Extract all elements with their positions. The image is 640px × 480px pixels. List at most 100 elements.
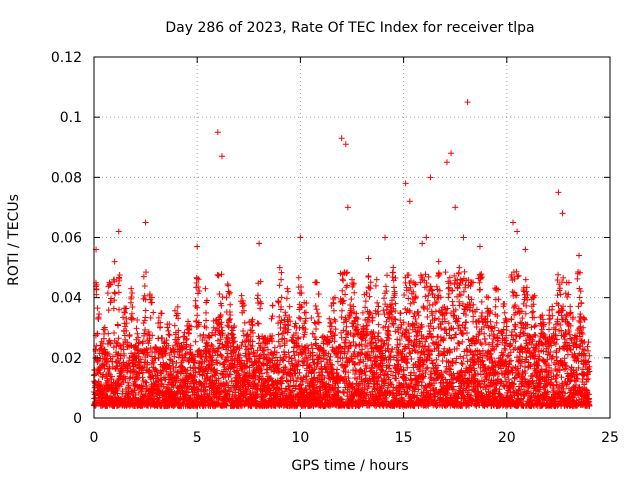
data-point xyxy=(183,341,190,348)
data-point xyxy=(197,332,204,339)
data-point xyxy=(141,363,148,370)
data-point xyxy=(296,369,303,376)
data-point xyxy=(185,376,192,383)
data-point xyxy=(315,313,322,320)
data-point xyxy=(364,389,371,396)
data-point xyxy=(367,357,374,364)
data-point xyxy=(338,135,345,142)
data-point xyxy=(481,335,488,342)
data-point xyxy=(140,273,147,280)
data-point xyxy=(349,381,356,388)
data-point xyxy=(406,198,413,205)
data-point xyxy=(203,324,210,331)
data-point xyxy=(194,304,201,311)
data-point xyxy=(106,365,113,372)
data-point xyxy=(121,309,128,316)
data-point xyxy=(332,326,339,333)
data-point xyxy=(278,317,285,324)
data-point xyxy=(171,322,178,329)
data-point xyxy=(98,381,105,388)
data-point xyxy=(257,278,264,285)
data-point xyxy=(236,345,243,352)
data-point xyxy=(389,273,396,280)
data-point xyxy=(250,350,257,357)
data-point xyxy=(268,338,275,345)
data-point xyxy=(292,330,299,337)
data-point xyxy=(288,388,295,395)
data-point xyxy=(445,290,452,297)
data-point xyxy=(129,315,136,322)
data-point xyxy=(129,304,136,311)
data-point xyxy=(369,339,376,346)
data-point xyxy=(281,348,288,355)
data-point xyxy=(154,372,161,379)
data-point xyxy=(463,319,470,326)
data-point xyxy=(392,300,399,307)
data-point xyxy=(144,352,151,359)
data-point xyxy=(346,388,353,395)
data-point xyxy=(321,374,328,381)
data-point xyxy=(172,379,179,386)
data-point xyxy=(362,298,369,305)
data-point xyxy=(227,316,234,323)
data-point xyxy=(354,321,361,328)
data-point xyxy=(313,384,320,391)
data-point xyxy=(261,351,268,358)
data-point xyxy=(455,340,462,347)
data-point xyxy=(285,321,292,328)
data-point xyxy=(254,292,261,299)
data-point xyxy=(205,394,212,401)
data-point xyxy=(187,342,194,349)
data-point xyxy=(422,338,429,345)
data-point xyxy=(270,351,277,358)
data-point xyxy=(293,378,300,385)
data-point xyxy=(397,310,404,317)
data-point xyxy=(147,314,154,321)
data-point xyxy=(194,243,201,250)
data-point xyxy=(192,338,199,345)
data-point xyxy=(381,295,388,302)
data-point xyxy=(427,174,434,181)
data-point xyxy=(112,290,119,297)
data-point xyxy=(241,319,248,326)
data-point xyxy=(297,386,304,393)
data-point xyxy=(188,323,195,330)
data-point xyxy=(356,342,363,349)
data-point xyxy=(358,350,365,357)
data-point xyxy=(136,370,143,377)
data-point xyxy=(282,312,289,319)
data-point xyxy=(238,292,245,299)
data-point xyxy=(362,337,369,344)
data-point xyxy=(432,308,439,315)
data-point xyxy=(342,291,349,298)
data-point xyxy=(419,240,426,247)
data-point xyxy=(128,295,135,302)
data-point xyxy=(222,401,229,408)
data-point xyxy=(456,264,463,271)
data-point xyxy=(559,210,566,217)
data-point xyxy=(115,335,122,342)
data-point xyxy=(352,367,359,374)
data-point xyxy=(419,379,426,386)
data-point xyxy=(284,285,291,292)
data-point xyxy=(218,352,225,359)
data-point xyxy=(455,269,462,276)
data-point xyxy=(142,314,149,321)
data-point xyxy=(351,332,358,339)
data-point xyxy=(476,279,483,286)
data-point xyxy=(301,329,308,336)
data-point xyxy=(108,373,115,380)
data-point xyxy=(394,336,401,343)
data-point xyxy=(184,367,191,374)
data-point xyxy=(478,298,485,305)
data-point xyxy=(128,285,135,292)
data-point xyxy=(126,375,133,382)
data-point xyxy=(180,357,187,364)
data-point xyxy=(214,129,221,136)
data-point xyxy=(338,314,345,321)
data-point xyxy=(256,359,263,366)
data-point xyxy=(227,365,234,372)
data-point xyxy=(251,380,258,387)
data-point xyxy=(269,313,276,320)
data-point xyxy=(142,219,149,226)
